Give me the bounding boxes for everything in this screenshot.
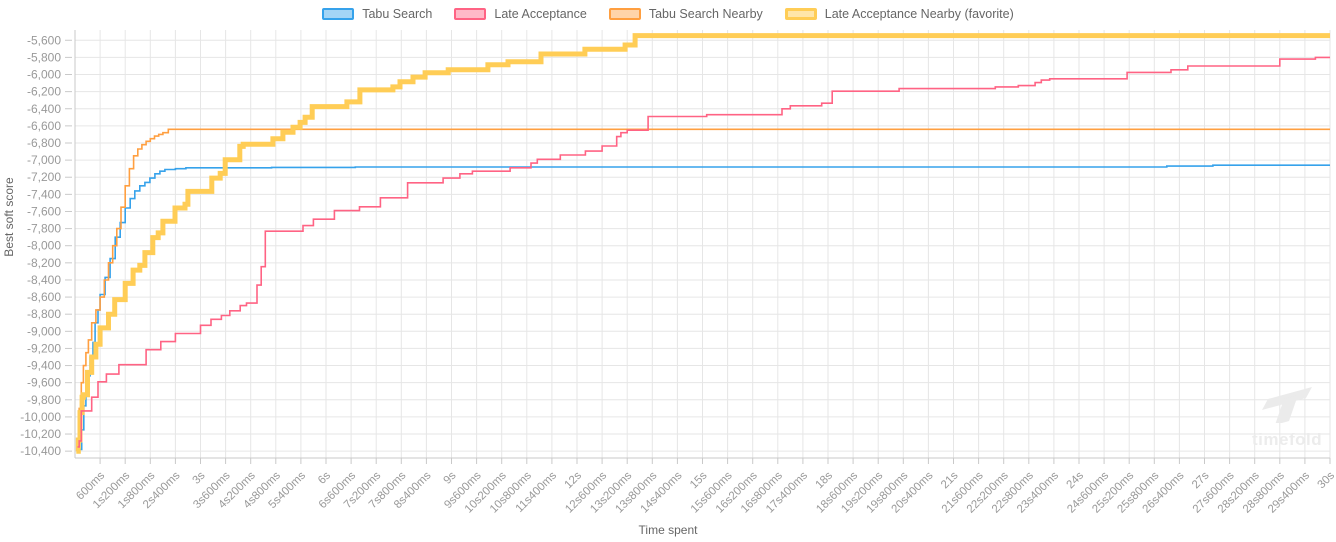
x-tick-label: 30s — [1316, 469, 1336, 491]
series-line-tabu-search — [80, 164, 1330, 451]
series-line-late-acceptance — [77, 56, 1330, 448]
x-tick-label: 3s — [191, 469, 208, 486]
watermark-text: timefold — [1252, 430, 1323, 449]
y-tick-label: -9,400 — [27, 359, 61, 373]
legend-swatch — [608, 8, 641, 20]
legend-label: Late Acceptance — [494, 7, 587, 21]
y-tick-label: -7,200 — [27, 170, 61, 184]
y-tick-label: -6,000 — [27, 68, 61, 82]
y-tick-label: -10,000 — [20, 410, 61, 424]
y-tick-label: -10,400 — [20, 444, 61, 458]
series-line-late-acceptance-nearby-favorite — [75, 33, 1330, 454]
x-axis-title: Time spent — [638, 523, 698, 537]
y-tick-label: -8,400 — [27, 273, 61, 287]
y-tick-label: -10,200 — [20, 427, 61, 441]
timefold-logo-icon — [1262, 387, 1312, 425]
y-tick-label: -9,200 — [27, 341, 61, 355]
chart-legend: Tabu Search Late Acceptance Tabu Search Ne… — [0, 7, 1336, 21]
y-tick-label: -7,400 — [27, 187, 61, 201]
x-tick-label: 6s — [316, 469, 333, 486]
y-tick-label: -8,000 — [27, 239, 61, 253]
x-tick-label: 9s — [442, 469, 459, 486]
y-tick-label: -6,400 — [27, 102, 61, 116]
y-tick-label: -5,800 — [27, 50, 61, 64]
y-axis-title: Best soft score — [2, 177, 16, 257]
legend-item-tabu-search[interactable]: Tabu Search — [322, 7, 432, 21]
y-tick-label: -6,600 — [27, 119, 61, 133]
y-tick-label: -9,000 — [27, 324, 61, 338]
y-tick-label: -7,600 — [27, 204, 61, 218]
legend-label: Tabu Search — [362, 7, 433, 21]
y-tick-label: -7,000 — [27, 153, 61, 167]
y-tick-label: -6,800 — [27, 136, 61, 150]
y-tick-label: -6,200 — [27, 85, 61, 99]
legend-swatch — [454, 8, 487, 20]
legend-swatch — [784, 8, 817, 20]
legend-item-tabu-search-nearby[interactable]: Tabu Search Nearby — [608, 7, 763, 21]
y-tick-label: -8,200 — [27, 256, 61, 270]
timefold-watermark: timefold — [1252, 383, 1322, 450]
legend-item-late-acceptance-nearby-favorite[interactable]: Late Acceptance Nearby (favorite) — [784, 7, 1014, 21]
y-tick-label: -5,600 — [27, 33, 61, 47]
y-tick-label: -9,600 — [27, 376, 61, 390]
y-tick-label: -9,800 — [27, 393, 61, 407]
y-tick-label: -7,800 — [27, 222, 61, 236]
legend-item-late-acceptance[interactable]: Late Acceptance — [454, 7, 587, 21]
legend-label: Late Acceptance Nearby (favorite) — [824, 7, 1014, 21]
series-line-tabu-search-nearby — [77, 128, 1330, 444]
y-tick-label: -8,600 — [27, 290, 61, 304]
y-tick-label: -8,800 — [27, 307, 61, 321]
legend-swatch — [322, 8, 355, 20]
legend-label: Tabu Search Nearby — [648, 7, 763, 21]
